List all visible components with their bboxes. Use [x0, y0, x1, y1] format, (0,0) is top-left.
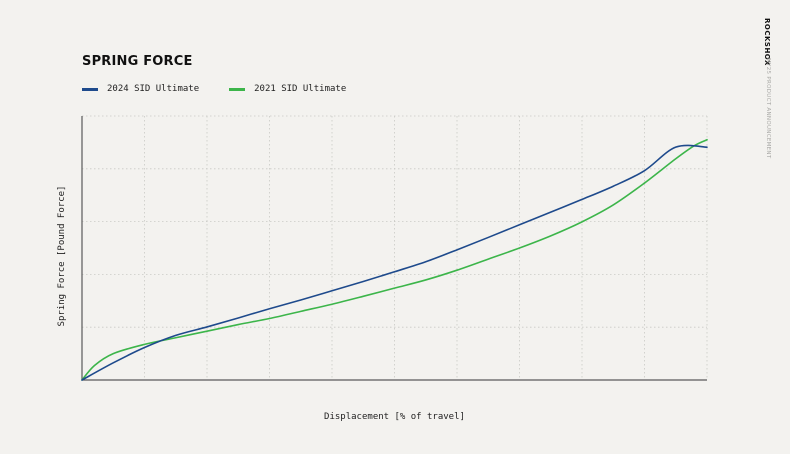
legend-swatch-2024: [82, 87, 98, 91]
legend-label-2024: 2024 SID Ultimate: [107, 84, 200, 94]
grid: [82, 115, 708, 380]
x-axis-label: Displacement [% of travel]: [324, 412, 465, 422]
legend-swatch-2021: [229, 87, 246, 91]
series-line-2021: [81, 138, 708, 381]
chart-title: SPRING FORCE: [82, 54, 193, 69]
legend-item-2021: 2021 SID Ultimate: [229, 84, 346, 94]
chart-legend: 2024 SID Ultimate 2021 SID Ultimate: [82, 84, 376, 94]
axes: [81, 116, 707, 381]
y-axis-label: Spring Force [Pound Force]: [57, 186, 67, 327]
legend-label-2021: 2021 SID Ultimate: [254, 84, 347, 94]
legend-item-2024: 2024 SID Ultimate: [82, 84, 199, 94]
series: [81, 138, 708, 381]
series-line-2024: [81, 144, 708, 381]
